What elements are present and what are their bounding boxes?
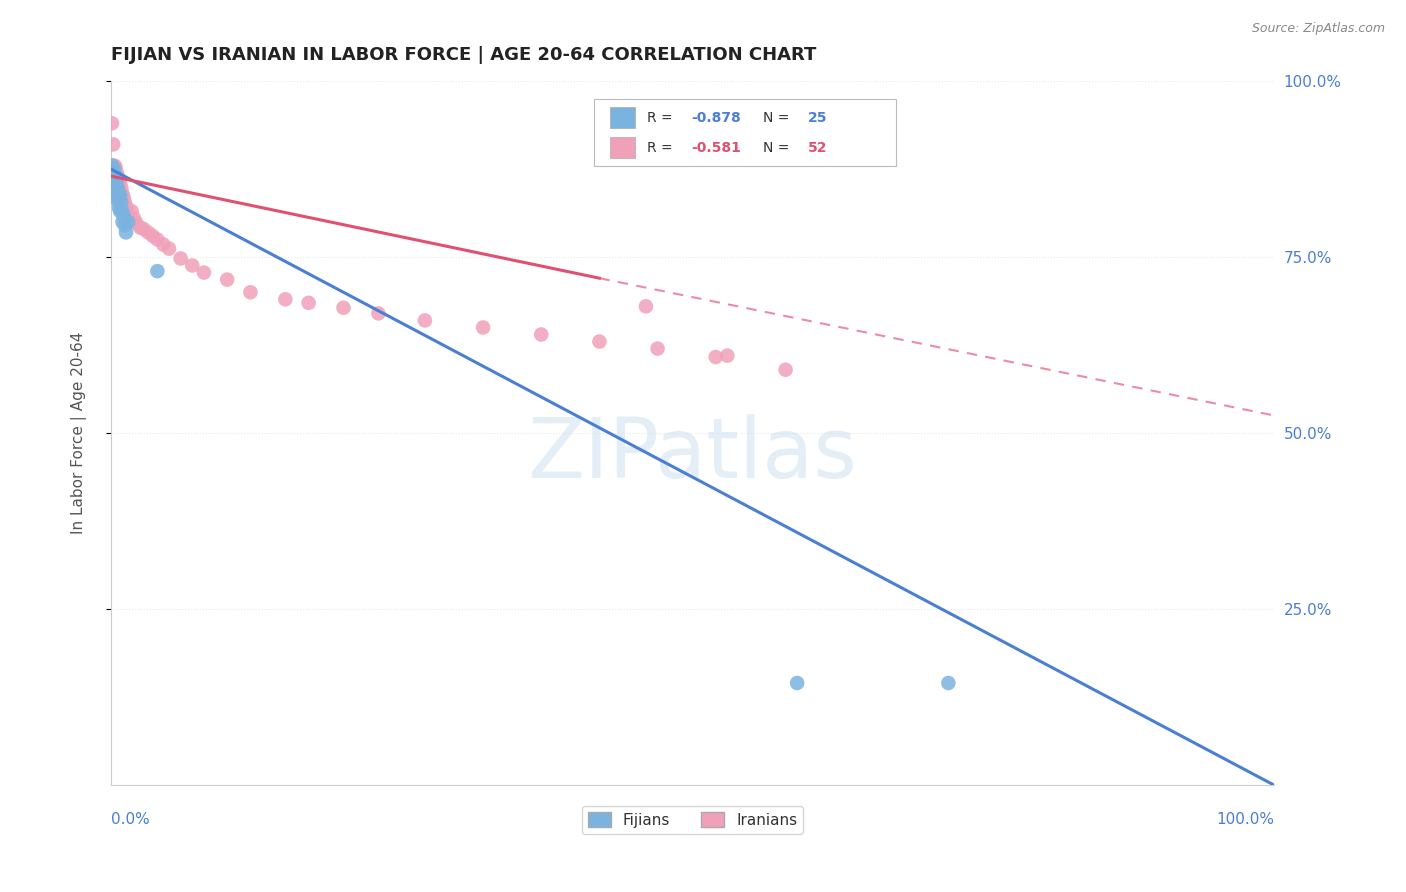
Point <box>105 176 128 190</box>
Point <box>101 159 124 173</box>
Point <box>108 176 131 190</box>
Point <box>115 201 138 215</box>
Text: 52: 52 <box>807 141 827 155</box>
Point <box>157 242 180 256</box>
Point <box>647 342 669 356</box>
Text: R =: R = <box>647 111 678 125</box>
Point <box>111 204 134 219</box>
Point <box>274 293 297 307</box>
Point <box>129 220 152 235</box>
Point <box>105 190 128 204</box>
Point <box>146 232 169 246</box>
Point <box>181 259 204 273</box>
Point <box>716 349 738 363</box>
Point <box>121 204 143 219</box>
Point <box>104 169 127 183</box>
Point <box>111 215 134 229</box>
Point <box>112 209 135 223</box>
Point <box>103 162 125 177</box>
Point <box>101 165 124 179</box>
Point <box>108 186 131 201</box>
Text: Source: ZipAtlas.com: Source: ZipAtlas.com <box>1251 22 1385 36</box>
Point <box>107 183 129 197</box>
Point <box>142 229 165 244</box>
Point <box>108 204 131 219</box>
Point <box>104 160 127 174</box>
Point <box>112 190 135 204</box>
Text: FIJIAN VS IRANIAN IN LABOR FORCE | AGE 20-64 CORRELATION CHART: FIJIAN VS IRANIAN IN LABOR FORCE | AGE 2… <box>111 46 817 64</box>
Point <box>101 137 124 152</box>
Point <box>108 188 131 202</box>
Point <box>122 211 145 226</box>
Point <box>332 301 354 315</box>
Point <box>110 195 132 210</box>
Point <box>169 252 191 266</box>
Text: R =: R = <box>647 141 678 155</box>
Point <box>115 204 138 219</box>
Point <box>103 159 125 173</box>
FancyBboxPatch shape <box>610 107 636 128</box>
Point <box>110 181 132 195</box>
Point <box>117 215 139 229</box>
Point <box>104 186 127 201</box>
Point <box>101 116 124 130</box>
Point <box>775 362 797 376</box>
Text: ZIPatlas: ZIPatlas <box>527 414 858 495</box>
Point <box>107 169 129 183</box>
Point <box>108 201 131 215</box>
Point <box>217 272 239 286</box>
Text: 0.0%: 0.0% <box>111 812 149 827</box>
Point <box>193 266 215 280</box>
Point <box>101 159 124 173</box>
Point <box>111 186 134 201</box>
Text: 100.0%: 100.0% <box>1216 812 1274 827</box>
Point <box>125 216 148 230</box>
Point <box>101 183 124 197</box>
Point <box>111 195 134 210</box>
Point <box>108 174 131 188</box>
Point <box>472 320 495 334</box>
Point <box>105 165 128 179</box>
Point <box>588 334 610 349</box>
Text: -0.878: -0.878 <box>692 111 741 125</box>
FancyBboxPatch shape <box>593 99 896 166</box>
Y-axis label: In Labor Force | Age 20-64: In Labor Force | Age 20-64 <box>72 332 87 534</box>
Point <box>704 350 727 364</box>
Point <box>239 285 262 300</box>
Point <box>114 219 136 233</box>
Point <box>786 676 808 690</box>
Point <box>136 226 159 240</box>
Point <box>115 226 138 240</box>
Point <box>367 306 389 320</box>
Text: N =: N = <box>763 111 794 125</box>
Point <box>132 222 155 236</box>
Point <box>107 194 129 208</box>
Point <box>103 172 125 186</box>
Point <box>118 209 141 223</box>
Point <box>108 190 131 204</box>
Legend: Fijians, Iranians: Fijians, Iranians <box>582 805 803 834</box>
Point <box>108 188 131 202</box>
Point <box>101 162 124 177</box>
Point <box>104 172 127 186</box>
Point <box>634 299 657 313</box>
Point <box>938 676 960 690</box>
Point <box>103 174 125 188</box>
Point <box>413 313 436 327</box>
Text: 25: 25 <box>807 111 827 125</box>
FancyBboxPatch shape <box>610 137 636 159</box>
Point <box>530 327 553 342</box>
Point <box>114 195 136 210</box>
Text: N =: N = <box>763 141 794 155</box>
Point <box>107 181 129 195</box>
Point <box>297 295 319 310</box>
Point <box>146 264 169 278</box>
Point <box>105 181 128 195</box>
Text: -0.581: -0.581 <box>692 141 741 155</box>
Point <box>152 237 174 252</box>
